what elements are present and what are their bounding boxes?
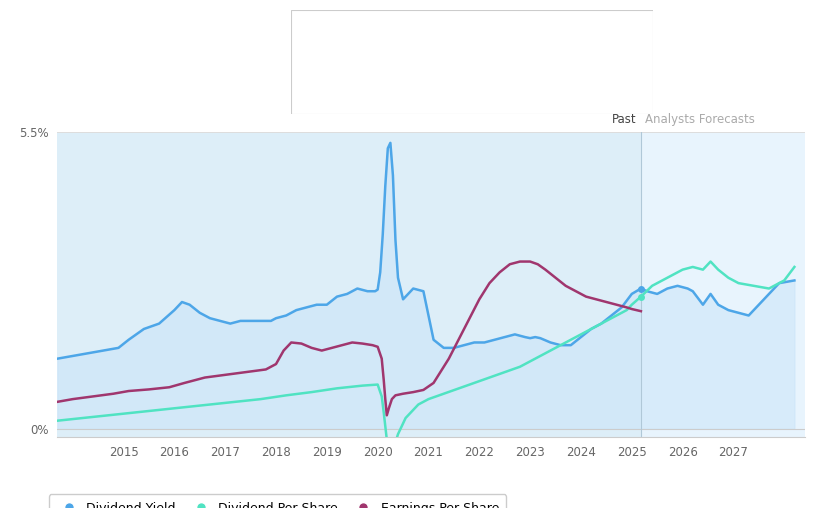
- FancyBboxPatch shape: [291, 10, 653, 114]
- Text: /yr: /yr: [562, 73, 578, 86]
- Text: Mar 13 2025: Mar 13 2025: [306, 21, 394, 34]
- Text: Dividend Per Share: Dividend Per Share: [306, 73, 419, 86]
- Text: /yr: /yr: [519, 48, 535, 60]
- Text: Past: Past: [612, 113, 637, 126]
- Text: US$4.880: US$4.880: [479, 73, 543, 86]
- Text: 3.3%: 3.3%: [479, 48, 512, 60]
- Bar: [57, 132, 641, 437]
- Text: Earnings Per Share: Earnings Per Share: [306, 98, 418, 111]
- Text: Dividend Yield: Dividend Yield: [306, 48, 391, 60]
- Legend: Dividend Yield, Dividend Per Share, Earnings Per Share: Dividend Yield, Dividend Per Share, Earn…: [48, 494, 507, 508]
- Text: Analysts Forecasts: Analysts Forecasts: [645, 113, 754, 126]
- Bar: [641, 132, 805, 437]
- Text: No data: No data: [479, 98, 525, 111]
